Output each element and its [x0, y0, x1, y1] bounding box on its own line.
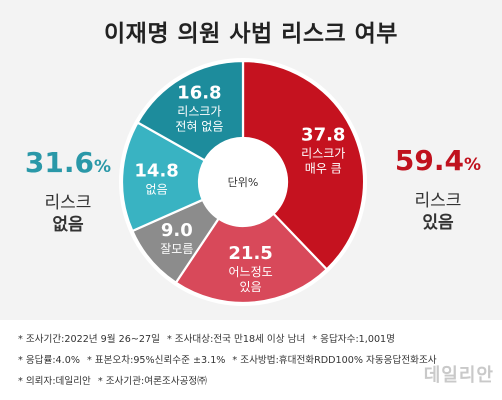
- unit-label: 단위%: [228, 176, 259, 189]
- slice-category-label: 리스크가: [177, 104, 221, 118]
- slice-value-label: 14.8: [134, 160, 178, 181]
- slice-category-label: 잘모름: [160, 242, 193, 256]
- slice-category-label: 없음: [146, 182, 168, 196]
- slice-value-label: 9.0: [161, 220, 193, 241]
- no-risk-summary: 31.6% 리스크 없음: [20, 148, 116, 236]
- slice-value-label: 37.8: [301, 125, 345, 146]
- pie-slice: [241, 59, 366, 271]
- risk-label: 리스크 있음: [414, 191, 462, 233]
- brand-watermark: 데일리안: [423, 365, 494, 386]
- pie-slice: [136, 59, 245, 162]
- slice-category-label: 어느정도: [229, 265, 273, 279]
- risk-percent: 59.4%: [394, 144, 482, 177]
- slice-value-label: 21.5: [228, 243, 272, 264]
- slice-category-label: 있음: [240, 280, 262, 294]
- survey-notes: * 조사기간:2022년 9월 26~27일 * 조사대상:전국 만18세 이상 …: [0, 320, 502, 400]
- no-risk-percent: 31.6%: [24, 146, 112, 179]
- notes-line-1: * 조사기간:2022년 9월 26~27일 * 조사대상:전국 만18세 이상 …: [18, 334, 395, 345]
- slice-category-label: 리스크가: [301, 147, 345, 161]
- slice-category-label: 매우 큼: [305, 162, 342, 176]
- slice-category-label: 전혀 없음: [175, 119, 223, 133]
- donut-hole: [200, 139, 286, 225]
- notes-line-2: * 응답률:4.0% * 표본오차:95%신뢰수준 ±3.1% * 조사방법:휴대전…: [18, 355, 437, 366]
- chart-title: 이재명 의원 사법 리스크 여부: [104, 21, 398, 47]
- notes-line-3: * 의뢰자:데일리안 * 조사기관:여론조사공정㈜: [18, 376, 207, 387]
- pie-slice: [174, 212, 329, 305]
- no-risk-label: 리스크 없음: [44, 193, 92, 235]
- risk-summary: 59.4% 리스크 있음: [386, 146, 490, 234]
- slice-value-label: 16.8: [177, 82, 221, 103]
